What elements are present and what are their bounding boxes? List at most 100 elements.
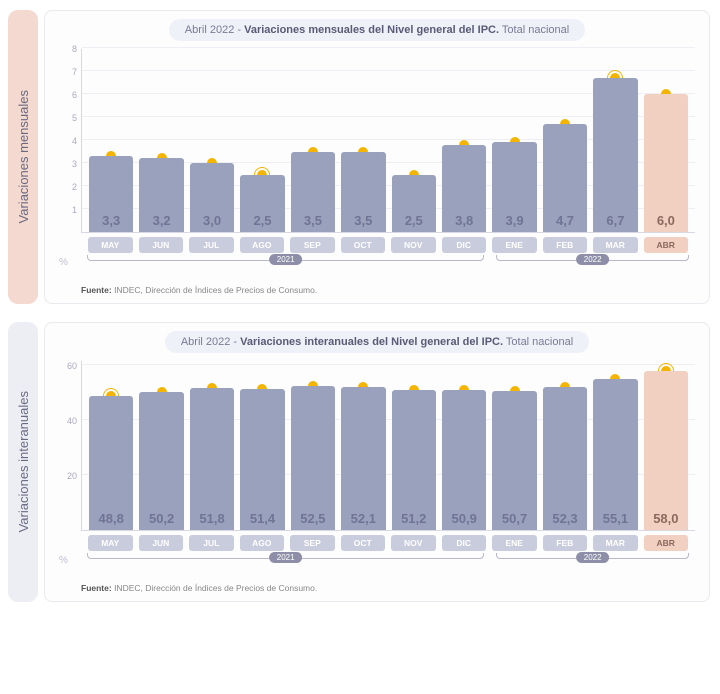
bar: 4,7 xyxy=(543,124,587,232)
year-bracket: 2021 xyxy=(87,553,484,559)
year-bracket: 2021 xyxy=(87,255,484,261)
x-tick-label: ABR xyxy=(644,535,689,551)
bar-value-label: 2,5 xyxy=(240,213,284,228)
x-tick-label: AGO xyxy=(240,535,285,551)
bar-column: 3,9 xyxy=(492,142,536,232)
bar-value-label: 6,0 xyxy=(644,213,688,228)
bars-container: 48,8 50,2 51,8 51,4 52,5 52,1 51,2 50,9 50,7 52,3… xyxy=(82,361,695,530)
x-tick-label: DIC xyxy=(442,237,487,253)
chart-panel: Abril 2022 - Variaciones mensuales del N… xyxy=(44,10,710,304)
chart-title: Abril 2022 - Variaciones interanuales de… xyxy=(165,331,589,353)
y-tick-label: 1 xyxy=(72,205,77,215)
y-tick-label: 3 xyxy=(72,159,77,169)
bar-value-label: 51,8 xyxy=(190,511,234,526)
chart-title: Abril 2022 - Variaciones mensuales del N… xyxy=(169,19,585,41)
plot-area: 48,8 50,2 51,8 51,4 52,5 52,1 51,2 50,9 50,7 52,3… xyxy=(81,361,695,531)
bar-value-label: 4,7 xyxy=(543,213,587,228)
bar-value-label: 48,8 xyxy=(89,511,133,526)
bar-value-label: 55,1 xyxy=(593,511,637,526)
bar: 6,7 xyxy=(593,78,637,232)
bar: 48,8 xyxy=(89,396,133,530)
bar: 2,5 xyxy=(392,175,436,233)
x-axis-labels: MAYJUNJULAGOSEPOCTNOVDICENEFEBMARABR xyxy=(81,237,695,253)
bar-value-label: 52,1 xyxy=(341,511,385,526)
side-tab: Variaciones interanuales xyxy=(8,322,38,602)
bar: 50,7 xyxy=(492,391,536,530)
y-tick-label: 6 xyxy=(72,90,77,100)
bar-value-label: 6,7 xyxy=(593,213,637,228)
year-bracket-label: 2022 xyxy=(576,552,610,563)
bar-column: 3,5 xyxy=(341,152,385,233)
bar-value-label: 51,4 xyxy=(240,511,284,526)
bar-value-label: 51,2 xyxy=(392,511,436,526)
x-tick-label: JUN xyxy=(139,535,184,551)
x-tick-label: ENE xyxy=(492,535,537,551)
bar: 52,3 xyxy=(543,387,587,530)
bar-value-label: 50,2 xyxy=(139,511,183,526)
bar: 3,2 xyxy=(139,158,183,232)
year-bracket-label: 2022 xyxy=(576,254,610,265)
side-tab-label: Variaciones mensuales xyxy=(16,90,31,223)
bar: 58,0 xyxy=(644,371,688,530)
bar-column: 3,2 xyxy=(139,158,183,232)
bar: 3,8 xyxy=(442,145,486,232)
bar-column: 51,4 xyxy=(240,389,284,530)
bar-column: 51,2 xyxy=(392,390,436,530)
x-tick-label: JUN xyxy=(139,237,184,253)
bar: 52,5 xyxy=(291,386,335,530)
x-tick-label: JUL xyxy=(189,237,234,253)
bar-column: 6,7 xyxy=(593,78,637,232)
bar-column: 2,5 xyxy=(392,175,436,233)
bar-column: 6,0 xyxy=(644,94,688,232)
bar-value-label: 58,0 xyxy=(644,511,688,526)
bar: 3,0 xyxy=(190,163,234,232)
bar-column: 3,3 xyxy=(89,156,133,232)
plot-area: 3,33,2 3,0 2,5 3,53,5 2,5 3,8 3,9 4,7 6,7 6,0 xyxy=(81,49,695,233)
bar: 3,5 xyxy=(291,152,335,233)
x-tick-label: MAR xyxy=(593,237,638,253)
bar-value-label: 2,5 xyxy=(392,213,436,228)
bar-column: 55,1 xyxy=(593,379,637,530)
x-tick-label: NOV xyxy=(391,237,436,253)
x-tick-label: AGO xyxy=(240,237,285,253)
y-tick-label: 60 xyxy=(67,361,77,371)
bar: 3,9 xyxy=(492,142,536,232)
bar: 51,2 xyxy=(392,390,436,530)
bar-column: 2,5 xyxy=(240,175,284,233)
bar-value-label: 52,3 xyxy=(543,511,587,526)
chart-annual: Variaciones interanuales Abril 2022 - Var… xyxy=(8,322,710,602)
bar-value-label: 3,8 xyxy=(442,213,486,228)
bar-value-label: 52,5 xyxy=(291,511,335,526)
bar-column: 4,7 xyxy=(543,124,587,232)
y-tick-label: 20 xyxy=(67,471,77,481)
x-tick-label: JUL xyxy=(189,535,234,551)
x-tick-label: OCT xyxy=(341,535,386,551)
bar-column: 3,0 xyxy=(190,163,234,232)
x-tick-label: MAY xyxy=(88,535,133,551)
x-tick-label: SEP xyxy=(290,237,335,253)
bar: 52,1 xyxy=(341,387,385,530)
bar-value-label: 3,0 xyxy=(190,213,234,228)
bar-value-label: 50,9 xyxy=(442,511,486,526)
year-bracket: 2022 xyxy=(496,553,689,559)
x-tick-label: NOV xyxy=(391,535,436,551)
x-tick-label: MAY xyxy=(88,237,133,253)
x-tick-label: DIC xyxy=(442,535,487,551)
bar-column: 51,8 xyxy=(190,388,234,530)
bar-value-label: 50,7 xyxy=(492,511,536,526)
bar: 50,9 xyxy=(442,390,486,530)
x-tick-label: FEB xyxy=(543,237,588,253)
x-tick-label: ABR xyxy=(644,237,689,253)
x-tick-label: MAR xyxy=(593,535,638,551)
bar-column: 58,0 xyxy=(644,371,688,530)
x-tick-label: FEB xyxy=(543,535,588,551)
year-bracket: 2022 xyxy=(496,255,689,261)
bar: 6,0 xyxy=(644,94,688,232)
bar: 3,3 xyxy=(89,156,133,232)
side-tab: Variaciones mensuales xyxy=(8,10,38,304)
y-tick-label: 5 xyxy=(72,113,77,123)
bar-column: 52,3 xyxy=(543,387,587,530)
y-axis: 87654321 xyxy=(59,49,81,233)
y-tick-label: 2 xyxy=(72,182,77,192)
bar-column: 48,8 xyxy=(89,396,133,530)
